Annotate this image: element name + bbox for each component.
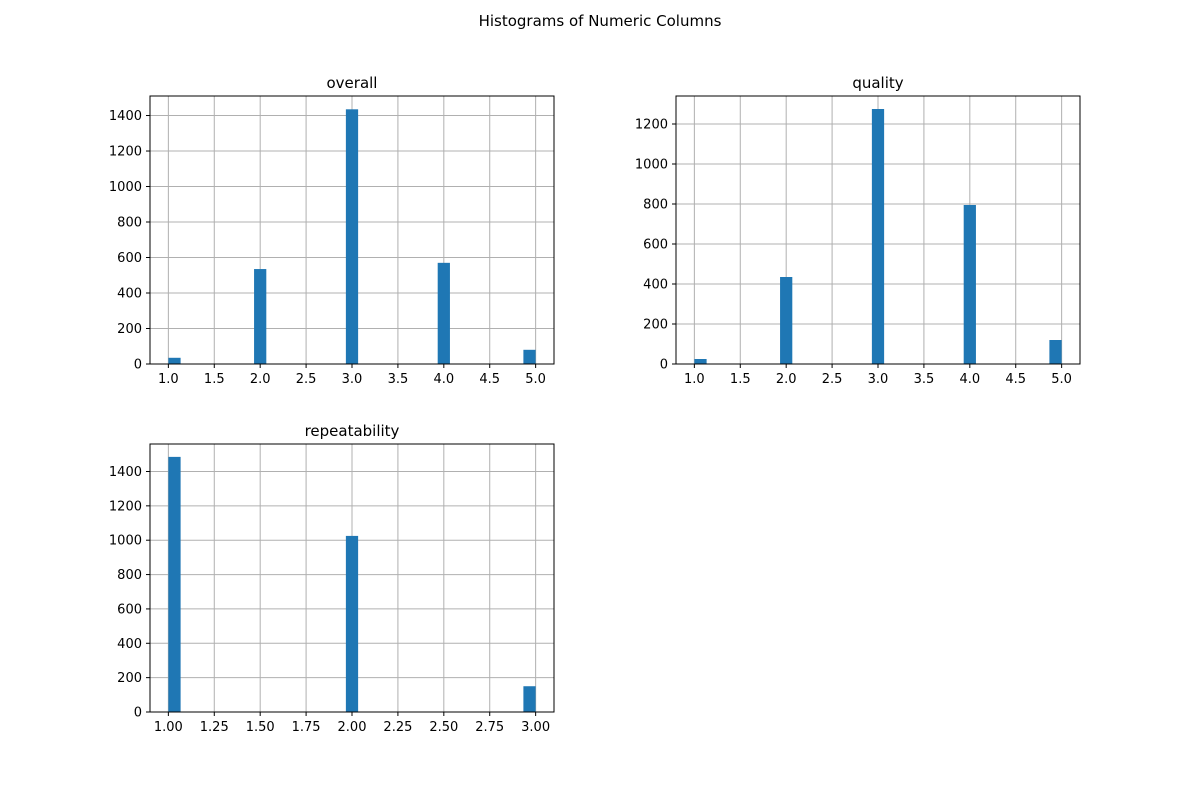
x-tick-label: 3.0 [342, 372, 363, 387]
y-tick-label: 400 [117, 287, 142, 302]
subplot-title: overall [327, 74, 378, 92]
y-tick-label: 1000 [635, 158, 668, 173]
y-tick-label: 800 [117, 568, 142, 583]
x-tick-label: 4.0 [959, 372, 980, 387]
y-tick-label: 0 [660, 358, 668, 373]
y-tick-label: 400 [643, 278, 668, 293]
bar-5.0 [523, 349, 536, 364]
bar-1.0 [694, 359, 707, 364]
x-tick-label: 2.5 [822, 372, 843, 387]
x-tick-label: 3.00 [521, 720, 550, 735]
x-tick-label: 4.0 [433, 372, 454, 387]
bar-2.0 [254, 269, 267, 364]
y-tick-label: 200 [117, 322, 142, 337]
x-tick-label: 4.5 [1005, 372, 1026, 387]
x-tick-label: 3.0 [868, 372, 889, 387]
y-tick-label: 1000 [109, 180, 142, 195]
y-tick-label: 200 [643, 318, 668, 333]
y-tick-label: 600 [117, 602, 142, 617]
y-tick-label: 600 [117, 251, 142, 266]
bar-2.00 [345, 535, 359, 712]
bar-3.0 [871, 109, 885, 364]
y-tick-label: 1400 [109, 109, 142, 124]
y-tick-label: 1000 [109, 534, 142, 549]
x-tick-label: 1.75 [292, 720, 321, 735]
figure-title: Histograms of Numeric Columns [478, 12, 722, 30]
x-tick-label: 2.25 [383, 720, 412, 735]
x-tick-label: 1.50 [246, 720, 275, 735]
y-tick-label: 600 [643, 238, 668, 253]
bar-1.00 [168, 456, 181, 712]
x-tick-label: 1.00 [154, 720, 183, 735]
x-tick-label: 2.0 [776, 372, 797, 387]
y-tick-label: 1200 [635, 118, 668, 133]
y-tick-label: 200 [117, 671, 142, 686]
bar-2.0 [780, 277, 793, 364]
x-tick-label: 1.5 [204, 372, 225, 387]
y-tick-label: 1200 [109, 145, 142, 160]
x-tick-label: 2.50 [429, 720, 458, 735]
x-tick-label: 1.25 [200, 720, 229, 735]
x-tick-label: 1.5 [730, 372, 751, 387]
subplot-title: repeatability [305, 422, 400, 440]
bar-1.0 [168, 357, 181, 364]
x-tick-label: 5.0 [525, 372, 546, 387]
bar-3.00 [523, 686, 536, 712]
x-tick-label: 2.00 [338, 720, 367, 735]
y-tick-label: 0 [134, 358, 142, 373]
bar-4.0 [437, 262, 450, 364]
x-tick-label: 5.0 [1051, 372, 1072, 387]
x-tick-label: 2.0 [250, 372, 271, 387]
x-tick-label: 1.0 [684, 372, 705, 387]
bar-5.0 [1049, 340, 1062, 364]
y-tick-label: 400 [117, 637, 142, 652]
x-tick-label: 2.75 [475, 720, 504, 735]
x-tick-label: 2.5 [296, 372, 317, 387]
bar-4.0 [963, 205, 976, 364]
bar-3.0 [345, 109, 359, 365]
x-tick-label: 3.5 [388, 372, 409, 387]
x-tick-label: 1.0 [158, 372, 179, 387]
x-tick-label: 3.5 [914, 372, 935, 387]
subplot-title: quality [852, 74, 903, 92]
subplot-repeatability: 1.00 1.25 1.50 1.75 2.00 2.25 2.50 2.75 3.00 0 200… [109, 422, 555, 735]
y-tick-label: 800 [643, 198, 668, 213]
y-tick-label: 0 [134, 706, 142, 721]
y-tick-label: 1200 [109, 499, 142, 514]
y-tick-label: 1400 [109, 465, 142, 480]
y-tick-label: 800 [117, 216, 142, 231]
subplot-overall: 1.0 1.5 2.0 2.5 3.0 3.5 4.0 4.5 5.0 0 200 400 600 800… [109, 74, 555, 387]
subplot-quality: 1.0 1.5 2.0 2.5 3.0 3.5 4.0 4.5 5.0 0 200 400 600 800… [635, 74, 1081, 387]
x-tick-label: 4.5 [479, 372, 500, 387]
